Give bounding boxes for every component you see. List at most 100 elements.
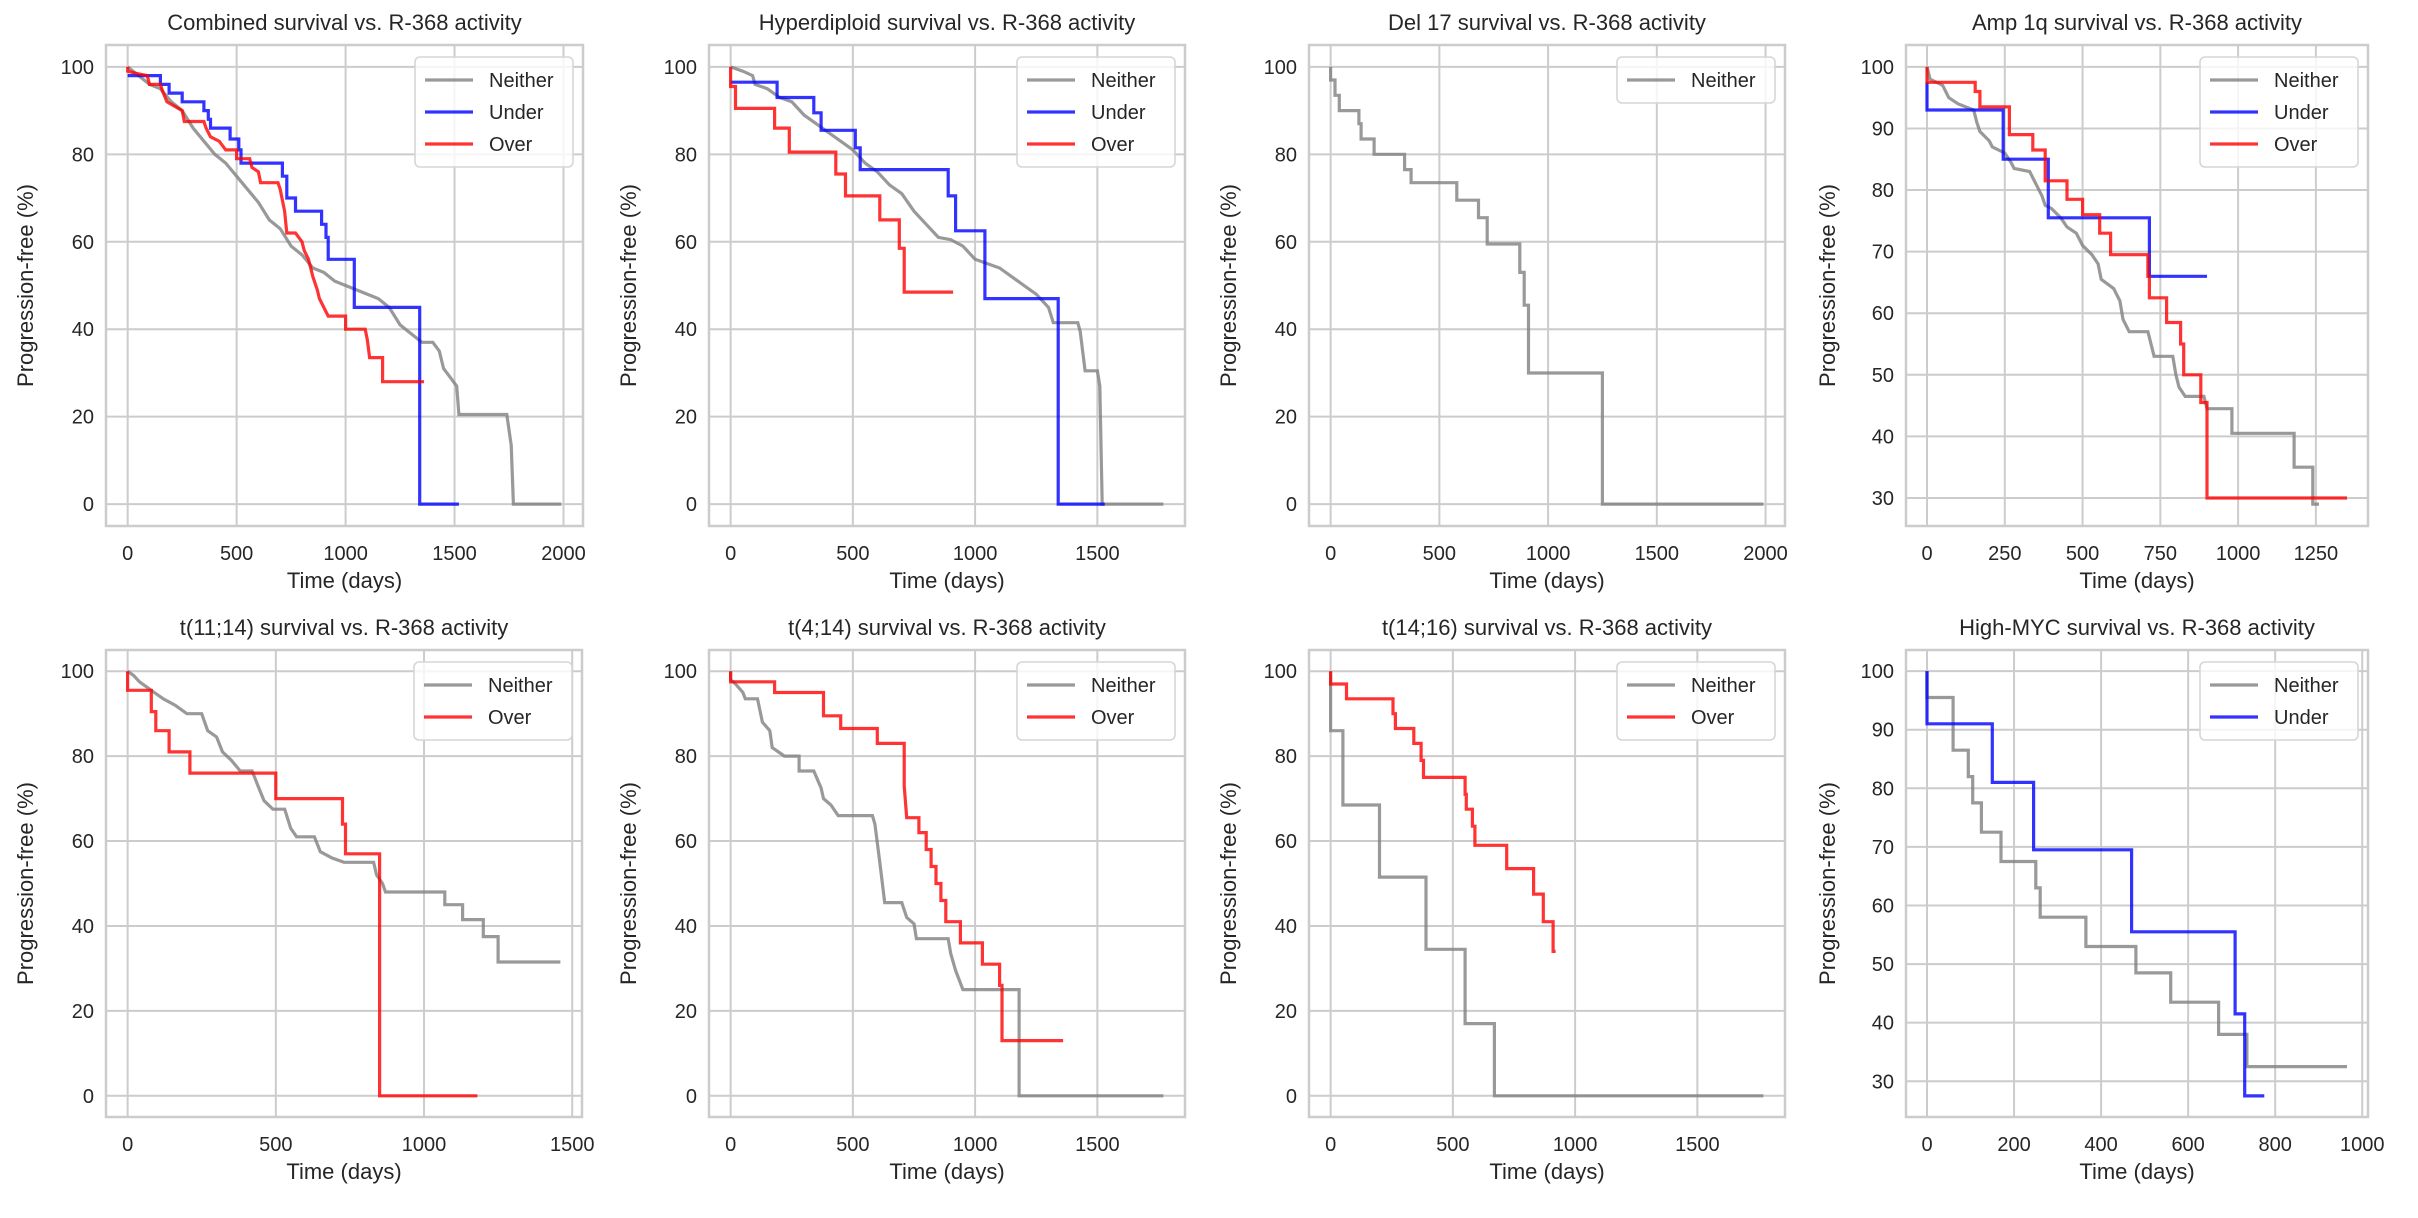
x-tick-label: 1500 — [1075, 1134, 1120, 1156]
y-tick-label: 60 — [1275, 232, 1297, 254]
y-tick-label: 40 — [72, 319, 94, 341]
y-tick-label: 0 — [83, 494, 94, 516]
y-tick-label: 60 — [1872, 895, 1894, 917]
legend: Neither — [1616, 56, 1776, 104]
y-tick-label: 40 — [675, 319, 697, 341]
axes-frame — [104, 43, 585, 528]
y-axis-label: Progression-free (%) — [616, 782, 641, 985]
legend: Neither Under Over — [2199, 56, 2359, 168]
x-tick-label: 1500 — [1675, 1134, 1720, 1156]
subplot-title: t(14;16) survival vs. R-368 activity — [1382, 615, 1712, 640]
x-tick-label: 750 — [2144, 543, 2177, 565]
y-tick-label: 80 — [675, 144, 697, 166]
x-axis-label: Time (days) — [889, 1159, 1004, 1184]
legend-label: Neither — [1691, 70, 1756, 92]
x-axis-label: Time (days) — [889, 568, 1004, 593]
x-tick-label: 1000 — [1526, 543, 1571, 565]
y-tick-label: 80 — [675, 746, 697, 768]
survival-curve-over — [126, 66, 424, 384]
subplot-6: 0 500 1000 1500 0 20 40 60 80 100 t(4;14) survival… — [616, 615, 1187, 1184]
x-tick-label: 1500 — [550, 1134, 595, 1156]
y-tick-label: 60 — [72, 232, 94, 254]
survival-curve-under — [127, 74, 459, 506]
survival-curve-under — [1925, 671, 2265, 1098]
y-tick-label: 0 — [1286, 1086, 1297, 1108]
legend: Neither Over — [1616, 661, 1776, 741]
y-tick-label: 30 — [1872, 488, 1894, 510]
x-tick-label: 1250 — [2294, 543, 2339, 565]
legend-box — [1616, 661, 1776, 741]
y-tick-label: 100 — [61, 661, 94, 683]
y-tick-label: 100 — [1861, 661, 1894, 683]
y-axis-label: Progression-free (%) — [13, 782, 38, 985]
y-tick-label: 60 — [72, 831, 94, 853]
y-axis-label: Progression-free (%) — [1815, 184, 1840, 387]
legend: Neither Under Over — [1016, 56, 1176, 168]
y-tick-label: 80 — [72, 746, 94, 768]
survival-curve-over — [729, 66, 954, 294]
x-tick-label: 500 — [836, 1134, 869, 1156]
y-axis-label: Progression-free (%) — [616, 184, 641, 387]
x-tick-label: 400 — [2084, 1134, 2117, 1156]
survival-curve-neither — [1925, 671, 2347, 1069]
legend-label: Under — [489, 102, 544, 124]
y-axis-label: Progression-free (%) — [1815, 782, 1840, 985]
x-tick-label: 1000 — [953, 543, 998, 565]
legend-box — [2199, 661, 2359, 741]
legend-label: Over — [1691, 707, 1735, 729]
x-tick-label: 0 — [122, 1134, 133, 1156]
x-tick-label: 500 — [259, 1134, 292, 1156]
y-tick-label: 20 — [1275, 1001, 1297, 1023]
y-tick-label: 20 — [1275, 407, 1297, 429]
subplot-7: 0 500 1000 1500 0 20 40 60 80 100 t(14;16) surviva… — [1216, 615, 1787, 1184]
y-axis-label: Progression-free (%) — [1216, 782, 1241, 985]
y-tick-label: 40 — [1275, 319, 1297, 341]
axes-frame — [1307, 648, 1787, 1119]
survival-curve-neither — [1329, 671, 1764, 1098]
survival-curve-over — [126, 671, 478, 1098]
subplot-8: 0 200 400 600 800 1000 30 40 50 60 70 80 90 100 High-M… — [1815, 615, 2385, 1184]
y-tick-label: 20 — [72, 1001, 94, 1023]
subplot-title: Combined survival vs. R-368 activity — [167, 10, 522, 35]
y-tick-label: 20 — [72, 407, 94, 429]
y-tick-label: 60 — [1872, 303, 1894, 325]
x-tick-label: 1000 — [402, 1134, 447, 1156]
axes-frame — [1307, 43, 1787, 528]
survival-curve-neither — [126, 669, 561, 964]
subplot-title: Amp 1q survival vs. R-368 activity — [1972, 10, 2302, 35]
legend: Neither Over — [1016, 661, 1176, 741]
y-tick-label: 20 — [675, 407, 697, 429]
survival-curve-neither — [730, 65, 1164, 506]
x-tick-label: 1000 — [2340, 1134, 2385, 1156]
subplot-title: Del 17 survival vs. R-368 activity — [1388, 10, 1706, 35]
subplot-5: 0 500 1000 1500 0 20 40 60 80 100 t(11;14) surviva… — [13, 615, 595, 1184]
x-tick-label: 500 — [1436, 1134, 1469, 1156]
y-tick-label: 100 — [61, 57, 94, 79]
x-tick-label: 500 — [836, 543, 869, 565]
y-tick-label: 60 — [1275, 831, 1297, 853]
legend-label: Neither — [488, 675, 553, 697]
legend-label: Neither — [1091, 70, 1156, 92]
y-tick-label: 70 — [1872, 837, 1894, 859]
x-tick-label: 1500 — [1635, 543, 1680, 565]
y-axis-label: Progression-free (%) — [1216, 184, 1241, 387]
x-axis-label: Time (days) — [286, 1159, 401, 1184]
y-tick-label: 40 — [675, 916, 697, 938]
legend-label: Over — [1091, 134, 1135, 156]
legend-label: Neither — [1091, 675, 1156, 697]
x-tick-label: 0 — [1325, 1134, 1336, 1156]
y-tick-label: 100 — [1861, 57, 1894, 79]
x-tick-label: 2000 — [1743, 543, 1788, 565]
y-tick-label: 80 — [1872, 778, 1894, 800]
x-tick-label: 0 — [725, 543, 736, 565]
y-tick-label: 60 — [675, 232, 697, 254]
x-axis-label: Time (days) — [2079, 568, 2194, 593]
x-tick-label: 0 — [1325, 543, 1336, 565]
y-tick-label: 70 — [1872, 242, 1894, 264]
axes-frame — [707, 648, 1187, 1119]
legend-box — [2199, 56, 2359, 168]
y-tick-label: 80 — [1275, 144, 1297, 166]
axes-frame — [707, 43, 1187, 528]
x-tick-label: 0 — [1921, 1134, 1932, 1156]
x-axis-label: Time (days) — [2079, 1159, 2194, 1184]
